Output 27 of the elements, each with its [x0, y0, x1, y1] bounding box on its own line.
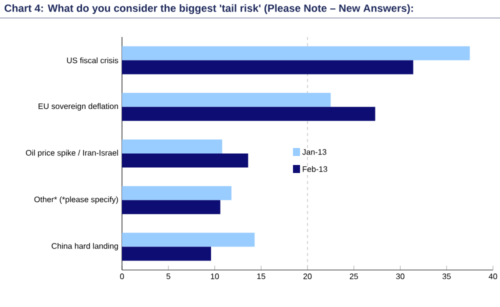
x-tick-label: 25 [350, 274, 358, 280]
x-tick-label: 35 [442, 274, 451, 280]
bar [122, 106, 376, 121]
bar [122, 46, 470, 60]
y-tick-label: China hard landing [52, 242, 118, 250]
bar [122, 200, 220, 214]
y-tick-label: Other* (*please specify) [34, 196, 118, 204]
x-tick-label: 30 [396, 274, 404, 280]
bar [122, 139, 222, 154]
x-tick-label: 5 [166, 274, 170, 280]
x-tick-label: 15 [257, 274, 266, 280]
bar [122, 186, 232, 200]
chart-title: Chart 4: What do you consider the biggest 'tail risk' (Please Note – New Answers): [4, 4, 413, 14]
legend-label: Jan-13 [302, 149, 326, 155]
bar [122, 232, 255, 247]
y-tick-label: EU sovereign deflation [38, 103, 118, 111]
y-tick-label: Oil price spike / Iran-Israel [26, 150, 118, 158]
x-tick-label: 40 [488, 274, 498, 280]
bar [122, 92, 331, 107]
bar [122, 60, 414, 74]
y-tick-label: US fiscal crisis [67, 57, 118, 64]
x-tick-label: 10 [210, 274, 219, 280]
x-tick-label: 20 [303, 274, 312, 280]
bar [122, 153, 248, 168]
legend-label: Feb-13 [302, 166, 328, 172]
bar [122, 246, 212, 261]
x-tick-label: 0 [120, 274, 124, 280]
